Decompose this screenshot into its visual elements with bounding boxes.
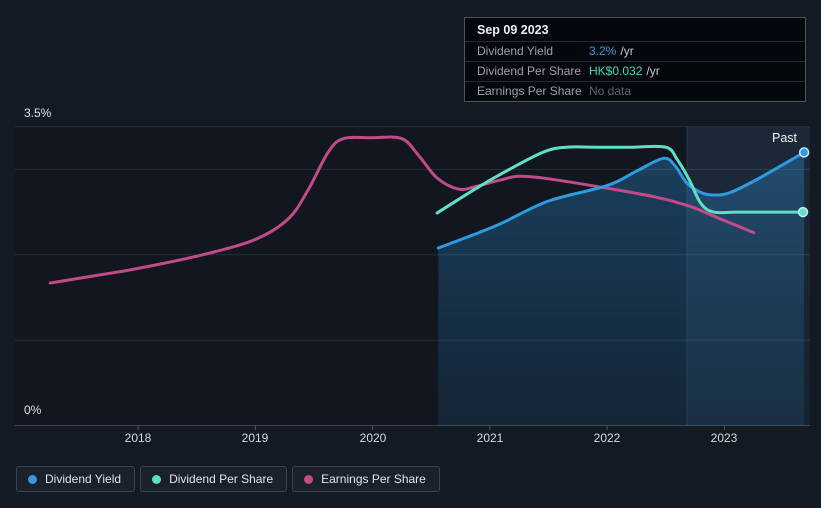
tooltip-value: 3.2%: [589, 44, 617, 58]
dividend-yield-dot-icon: [28, 474, 37, 484]
legend-item-earnings-per-share[interactable]: Earnings Per Share: [292, 466, 440, 492]
x-axis-label-2023: 2023: [710, 431, 738, 445]
x-axis-label-2021: 2021: [476, 431, 504, 445]
x-axis-label-2020: 2020: [359, 431, 387, 445]
tooltip-row-earnings-per-share: Earnings Per Share No data: [465, 81, 805, 101]
x-axis-label-2022: 2022: [593, 431, 621, 445]
earnings-per-share-dot-icon: [304, 474, 314, 484]
x-axis-label-2019: 2019: [241, 431, 269, 445]
tooltip-unit: /yr: [620, 44, 634, 58]
tooltip-label: Earnings Per Share: [477, 84, 582, 98]
y-axis-label-top: 3.5%: [24, 106, 52, 120]
tooltip-row-dividend-per-share: Dividend Per Share HK$0.032 /yr: [465, 61, 805, 81]
tooltip-unit: /yr: [646, 64, 660, 78]
tooltip-value: No data: [589, 84, 632, 98]
legend-label: Dividend Yield: [45, 472, 122, 486]
y-axis-label-bottom: 0%: [24, 403, 42, 417]
past-period-label: Past: [771, 131, 797, 145]
dividend-per-share-dot-icon: [152, 474, 162, 484]
tooltip-date: Sep 09 2023: [477, 23, 549, 37]
legend-item-dividend-yield[interactable]: Dividend Yield: [16, 466, 136, 492]
tooltip-label: Dividend Per Share: [477, 64, 582, 78]
chart-tooltip: Sep 09 2023 Dividend Yield 3.2% /yr Divi…: [464, 17, 806, 102]
legend-item-dividend-per-share[interactable]: Dividend Per Share: [140, 466, 288, 492]
legend-label: Dividend Per Share: [169, 472, 274, 486]
legend-label: Earnings Per Share: [321, 472, 426, 486]
chart-legend: Dividend Yield Dividend Per Share Earnin…: [16, 466, 440, 492]
tooltip-row-dividend-yield: Dividend Yield 3.2% /yr: [465, 41, 805, 61]
x-axis-label-2018: 2018: [124, 431, 152, 445]
tooltip-label: Dividend Yield: [477, 44, 554, 58]
tooltip-value: HK$0.032: [589, 64, 643, 78]
